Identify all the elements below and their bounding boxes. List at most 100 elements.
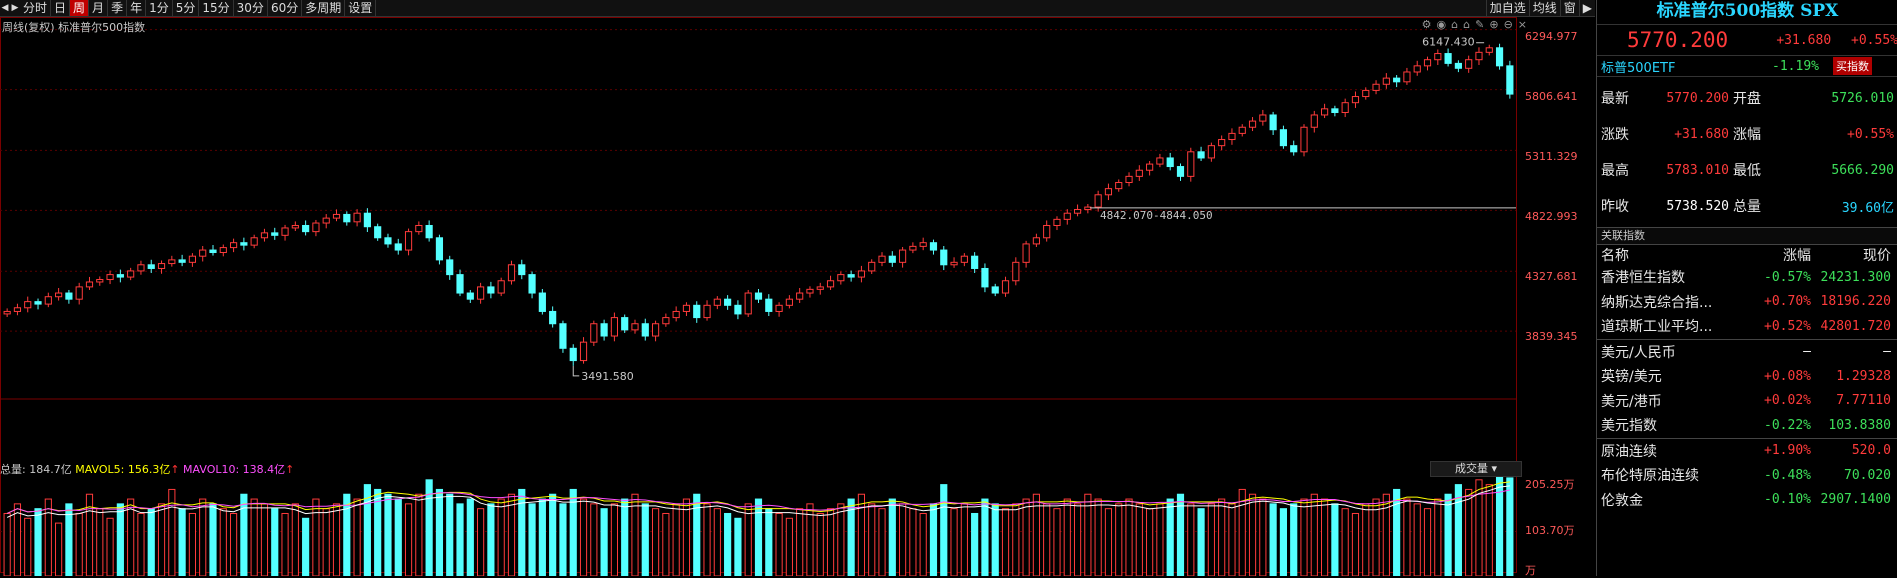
period-tab[interactable]: 设置 bbox=[345, 0, 377, 16]
stat-label: 最低 bbox=[1733, 163, 1761, 179]
candle-body bbox=[55, 292, 63, 298]
volume-bar bbox=[55, 522, 63, 576]
stat-label: 涨跌 bbox=[1601, 127, 1629, 143]
lock-icon[interactable]: ⌂ bbox=[1451, 18, 1459, 31]
volume-bar bbox=[188, 512, 196, 576]
stat-value: 39.60亿 bbox=[1841, 200, 1894, 216]
kline-chart[interactable]: 6147.430 3491.580 4842.070-4844.050 bbox=[0, 17, 1595, 576]
next-arrow-icon[interactable]: ▶ bbox=[11, 3, 19, 13]
stat-row: 昨收 5738.520 总量 39.60亿 bbox=[1597, 188, 1897, 224]
volume-bar bbox=[590, 503, 598, 576]
window-button[interactable]: 窗 bbox=[1559, 0, 1579, 16]
volume-bar bbox=[929, 503, 938, 576]
volume-bar bbox=[1290, 503, 1298, 576]
etf-row[interactable]: 标普500ETF -1.19% 买指数 bbox=[1597, 56, 1897, 77]
volume-bar bbox=[477, 508, 485, 576]
candle-body bbox=[631, 323, 639, 331]
candle-body bbox=[1290, 145, 1298, 153]
candle-body bbox=[456, 274, 464, 294]
volume-bar bbox=[199, 498, 207, 576]
related-row[interactable]: 香港恒生指数 -0.57% 24231.300 bbox=[1597, 265, 1897, 290]
period-tab[interactable]: 月 bbox=[89, 0, 109, 16]
candle-body bbox=[899, 249, 907, 263]
candle-body bbox=[1382, 77, 1390, 85]
period-tab[interactable]: 年 bbox=[127, 0, 147, 16]
candle-body bbox=[96, 279, 104, 283]
related-row[interactable]: 原油连续 +1.90% 520.0 bbox=[1597, 437, 1897, 464]
candle-body bbox=[785, 298, 793, 306]
stat-value: 5738.520 bbox=[1666, 198, 1729, 214]
zoom-in-icon[interactable]: ⊕ bbox=[1489, 18, 1499, 31]
related-row[interactable]: 美元/港币 +0.02% 7.77110 bbox=[1597, 389, 1897, 414]
related-row[interactable]: 美元/人民币 – – bbox=[1597, 338, 1897, 365]
add-watchlist-button[interactable]: 加自选 bbox=[1485, 0, 1529, 16]
volume-bar bbox=[899, 503, 907, 576]
candle-body bbox=[199, 249, 207, 257]
volume-bar bbox=[672, 503, 680, 576]
period-tab[interactable]: 60分 bbox=[268, 0, 303, 16]
related-row[interactable]: 布伦特原油连续 -0.48% 70.020 bbox=[1597, 463, 1897, 488]
eye-icon[interactable]: ◉ bbox=[1436, 18, 1447, 31]
volume-bar bbox=[1187, 503, 1195, 576]
volume-bar bbox=[693, 493, 701, 576]
volume-bar bbox=[1238, 488, 1246, 576]
moving-average-button[interactable]: 均线 bbox=[1528, 0, 1560, 16]
period-tab[interactable]: 30分 bbox=[234, 0, 268, 16]
candle-body bbox=[219, 247, 227, 254]
settings-icon[interactable]: ⚙ bbox=[1421, 18, 1432, 31]
period-tab[interactable]: 分时 bbox=[20, 0, 52, 16]
volume-bar bbox=[24, 517, 32, 576]
related-price: 520.0 bbox=[1851, 443, 1891, 459]
period-tab[interactable]: 周 bbox=[70, 0, 90, 16]
period-tab[interactable]: 多周期 bbox=[302, 0, 346, 16]
stat-label: 昨收 bbox=[1601, 199, 1629, 215]
header-price: 现价 bbox=[1863, 248, 1891, 264]
volume-bar bbox=[600, 508, 608, 576]
volume-bar bbox=[322, 508, 330, 576]
related-row[interactable]: 纳斯达克综合指... +0.70% 18196.220 bbox=[1597, 290, 1897, 315]
candle-body bbox=[703, 304, 711, 319]
related-row[interactable]: 道琼斯工业平均... +0.52% 42801.720 bbox=[1597, 314, 1897, 339]
related-row[interactable]: 伦敦金 -0.10% 2907.1400 bbox=[1597, 488, 1897, 513]
period-tab[interactable]: 日 bbox=[51, 0, 71, 16]
candle-body bbox=[960, 255, 968, 263]
related-row[interactable]: 美元指数 -0.22% 103.8380 bbox=[1597, 413, 1897, 438]
volume-bar bbox=[1176, 493, 1185, 576]
price-tick: 6294.977 bbox=[1525, 30, 1578, 43]
candle-body bbox=[435, 237, 444, 261]
indicator-select[interactable]: 成交量 ▾ bbox=[1430, 461, 1522, 477]
period-tab[interactable]: 1分 bbox=[146, 0, 173, 16]
pen-icon[interactable]: ✎ bbox=[1475, 18, 1485, 31]
candle-body bbox=[1032, 237, 1040, 245]
candle-body bbox=[374, 226, 382, 239]
volume-bar bbox=[1053, 508, 1061, 576]
volume-bar bbox=[384, 493, 392, 576]
volume-bar bbox=[1434, 498, 1442, 576]
volume-bar bbox=[343, 493, 351, 576]
zoom-out-icon[interactable]: ⊖ bbox=[1503, 18, 1513, 31]
volume-bar bbox=[147, 508, 155, 576]
volume-bar bbox=[116, 503, 124, 576]
period-tab[interactable]: 季 bbox=[108, 0, 128, 16]
period-tab[interactable]: 5分 bbox=[173, 0, 200, 16]
period-tab[interactable]: 15分 bbox=[199, 0, 234, 16]
volume-bar bbox=[394, 498, 402, 576]
candle-body bbox=[868, 261, 876, 272]
candle-body bbox=[1146, 163, 1154, 171]
volume-bar bbox=[260, 503, 269, 576]
volume-bar bbox=[1351, 512, 1360, 576]
related-row[interactable]: 英镑/美元 +0.08% 1.29328 bbox=[1597, 364, 1897, 389]
price-change: +31.680 bbox=[1776, 32, 1832, 48]
prev-arrow-icon[interactable]: ◀ bbox=[1, 3, 9, 13]
candle-body bbox=[754, 292, 763, 300]
close-icon[interactable]: × bbox=[1517, 18, 1527, 31]
home-icon[interactable]: ⌂ bbox=[1463, 18, 1471, 31]
collapse-arrow-icon[interactable]: ▶ bbox=[1578, 0, 1595, 16]
etf-name[interactable]: 标普500ETF bbox=[1601, 60, 1676, 76]
volume-bar bbox=[960, 503, 968, 576]
candle-body bbox=[137, 264, 145, 272]
candle-body bbox=[765, 298, 773, 312]
buy-index-button[interactable]: 买指数 bbox=[1833, 57, 1872, 75]
candle-body bbox=[1238, 126, 1246, 134]
volume-bar bbox=[271, 508, 279, 576]
